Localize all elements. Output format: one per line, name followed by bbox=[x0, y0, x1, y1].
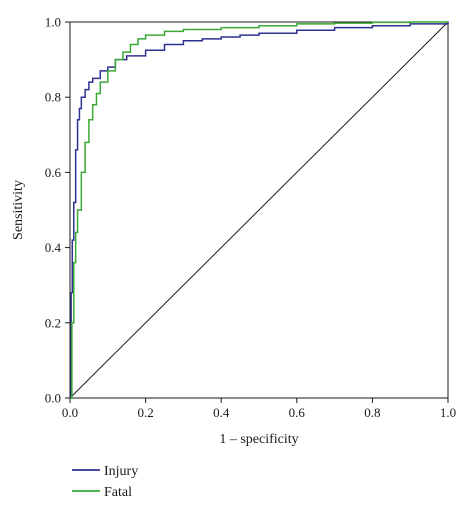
x-tick-label: 0.4 bbox=[213, 405, 230, 420]
y-tick-label: 0.6 bbox=[45, 165, 62, 180]
legend: Injury Fatal bbox=[72, 464, 138, 500]
x-tick-label: 0.0 bbox=[62, 405, 78, 420]
x-axis-ticks: 0.0 0.2 0.4 0.6 0.8 1.0 bbox=[62, 398, 456, 420]
x-tick-label: 0.8 bbox=[364, 405, 380, 420]
x-tick-label: 0.6 bbox=[289, 405, 306, 420]
plot-frame bbox=[69, 21, 449, 399]
legend-label-injury: Injury bbox=[104, 464, 138, 479]
y-tick-label: 0.4 bbox=[45, 240, 62, 255]
legend-label-fatal: Fatal bbox=[104, 485, 132, 500]
plot-area bbox=[69, 21, 449, 399]
reference-diagonal-line bbox=[69, 21, 449, 399]
y-tick-label: 0.8 bbox=[45, 90, 61, 105]
y-tick-label: 1.0 bbox=[45, 15, 61, 30]
x-tick-label: 1.0 bbox=[440, 405, 456, 420]
x-tick-label: 0.2 bbox=[137, 405, 153, 420]
series-layer bbox=[70, 21, 449, 399]
y-axis-label: Sensitivity bbox=[11, 180, 26, 240]
x-axis-label: 1 – specificity bbox=[219, 432, 298, 447]
y-axis-ticks: 0.0 0.2 0.4 0.6 0.8 1.0 bbox=[45, 15, 70, 406]
series-line-fatal bbox=[70, 21, 448, 399]
y-tick-label: 0.2 bbox=[45, 315, 61, 330]
y-tick-label: 0.0 bbox=[45, 391, 61, 406]
